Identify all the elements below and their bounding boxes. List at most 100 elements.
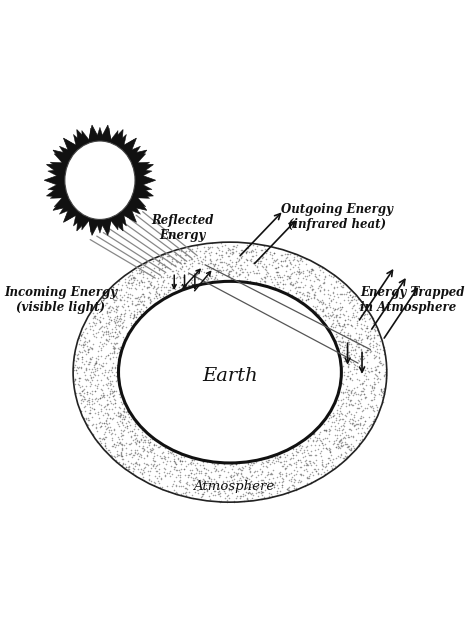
Point (101, 427, 109, 438)
Point (98, 326, 106, 336)
Point (140, 269, 147, 280)
Point (108, 376, 116, 386)
Point (149, 443, 157, 454)
Point (340, 355, 348, 366)
Point (70, 376, 78, 387)
Point (364, 426, 372, 436)
Point (319, 443, 327, 453)
Point (376, 340, 383, 350)
Point (146, 301, 153, 311)
Point (80, 392, 88, 403)
Point (227, 485, 235, 495)
Point (334, 273, 342, 283)
Point (351, 398, 359, 408)
Point (132, 265, 140, 275)
Point (247, 247, 255, 257)
Point (113, 455, 120, 465)
Point (370, 336, 377, 347)
Point (370, 382, 378, 392)
Point (184, 469, 192, 480)
Point (253, 268, 260, 278)
Point (368, 401, 376, 412)
Point (173, 257, 181, 267)
Point (227, 459, 235, 469)
Point (70, 363, 77, 373)
Point (97, 400, 105, 410)
Point (342, 315, 349, 325)
Point (182, 247, 189, 257)
Point (114, 437, 121, 447)
Point (127, 432, 134, 442)
Point (100, 429, 107, 439)
Point (173, 459, 180, 469)
Point (169, 282, 176, 292)
Point (229, 247, 236, 257)
Point (121, 404, 128, 414)
Point (122, 464, 129, 474)
Point (289, 443, 297, 454)
Point (133, 436, 141, 446)
Point (201, 255, 209, 265)
Point (93, 375, 101, 385)
Point (347, 409, 355, 419)
Point (316, 435, 324, 445)
Point (355, 441, 362, 451)
Point (70, 355, 78, 365)
Point (90, 317, 97, 327)
Point (82, 394, 89, 404)
Point (341, 310, 348, 320)
Point (338, 324, 345, 334)
Point (229, 248, 237, 259)
Point (316, 261, 324, 271)
Point (228, 481, 236, 491)
Point (342, 322, 349, 332)
Ellipse shape (65, 141, 135, 219)
Point (118, 292, 125, 302)
Point (156, 258, 163, 268)
Point (172, 255, 179, 266)
Point (141, 259, 149, 269)
Point (156, 255, 163, 266)
Point (92, 423, 99, 433)
Point (350, 301, 357, 311)
Point (302, 259, 310, 269)
Point (313, 294, 320, 304)
Point (188, 261, 196, 271)
Point (109, 413, 117, 424)
Point (118, 399, 126, 409)
Point (218, 266, 225, 276)
Point (188, 468, 195, 478)
Point (130, 459, 137, 469)
Point (308, 280, 315, 290)
Point (262, 261, 270, 271)
Point (331, 270, 338, 280)
Point (367, 324, 375, 334)
Point (371, 322, 378, 332)
Point (232, 459, 239, 469)
Point (363, 345, 371, 355)
Point (245, 487, 253, 497)
Point (149, 455, 157, 465)
Point (309, 301, 317, 311)
Point (158, 454, 165, 464)
Point (142, 302, 149, 312)
Point (141, 261, 149, 271)
Point (325, 297, 333, 308)
Point (144, 282, 152, 292)
Point (342, 338, 349, 348)
Point (190, 251, 198, 261)
Point (358, 367, 365, 377)
Point (246, 468, 254, 478)
Point (140, 296, 148, 306)
Point (293, 485, 300, 495)
Point (97, 295, 105, 305)
Point (318, 436, 325, 446)
Point (343, 450, 351, 461)
Point (167, 461, 175, 471)
Point (337, 401, 345, 411)
Point (381, 367, 388, 377)
Point (146, 466, 154, 476)
Point (343, 345, 351, 355)
Point (95, 359, 103, 369)
Point (193, 243, 201, 254)
